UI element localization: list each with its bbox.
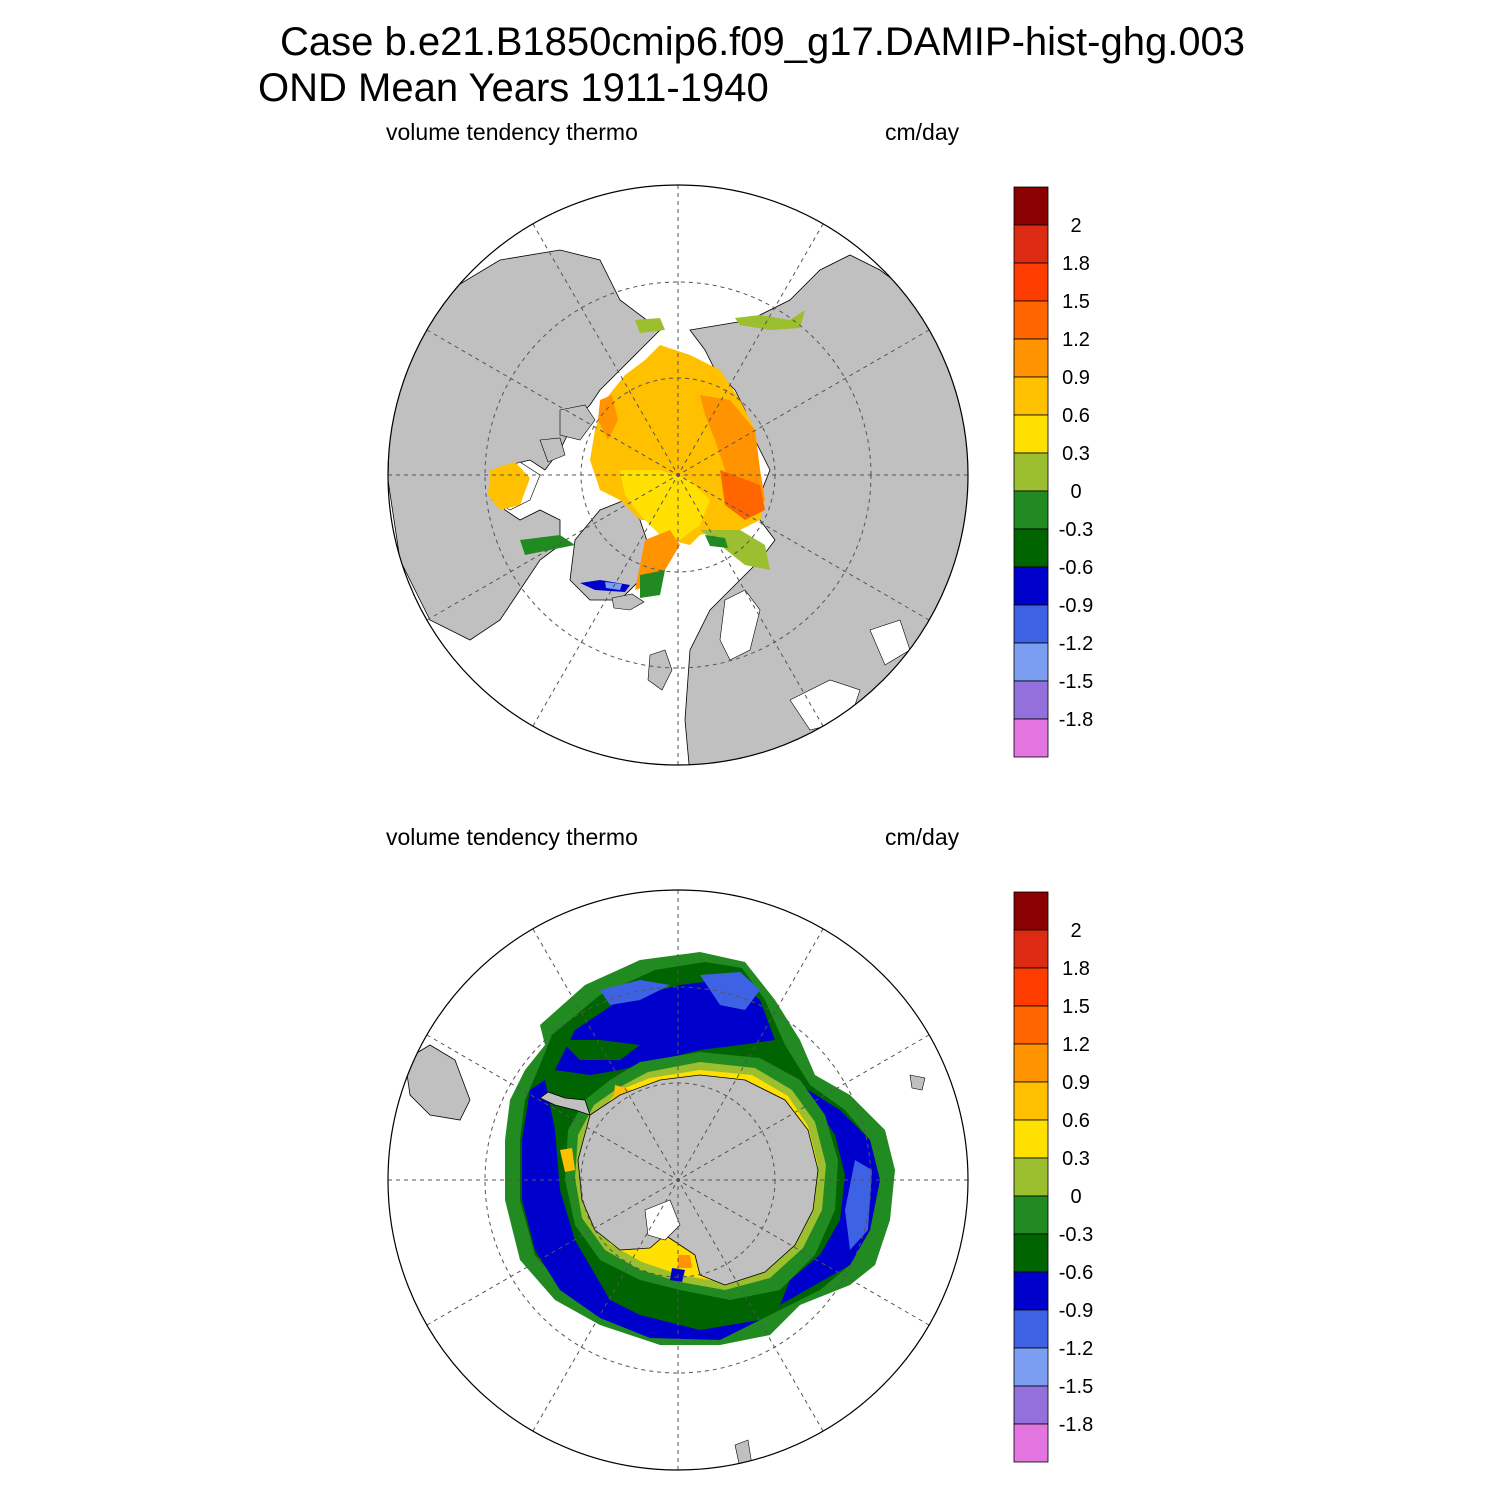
top-colorbar-swatch-12 [1013,642,1049,682]
top-panel-units-label: cm/day [885,119,960,145]
bottom-colorbar-swatch-0 [1013,891,1049,931]
top-colorbar-swatch-8 [1013,490,1049,530]
top-colorbar-tick-label: -0.3 [1059,519,1093,541]
arctic-graticule [388,185,968,765]
bottom-colorbar-tick-label: 1.2 [1062,1034,1090,1056]
top-colorbar-swatch-4 [1013,338,1049,378]
top-colorbar-tick-label: 0.3 [1062,443,1090,465]
bottom-colorbar-swatch-2 [1013,967,1049,1007]
bottom-colorbar-tick-label: 0 [1070,1186,1081,1208]
bottom-panel-units-label: cm/day [885,824,960,850]
bottom-panel-variable-label: volume tendency thermo [386,824,638,850]
antarctic-map [387,889,969,1471]
top-colorbar-swatch-7 [1013,452,1049,492]
top-colorbar-tick-label: 1.5 [1062,291,1090,313]
top-colorbar: 2 1.8 1.5 1.2 0.9 0.6 0.3 0 -0.3 -0.6 -0.9 -1.2 -1.5… [1013,186,1093,758]
bottom-colorbar-tick-label: 2 [1070,920,1081,942]
bottom-colorbar-tick-label: -0.3 [1059,1224,1093,1246]
arctic-map [387,184,969,766]
bottom-colorbar-tick-label: 0.3 [1062,1148,1090,1170]
bottom-colorbar-tick-label: -1.5 [1059,1376,1093,1398]
bottom-colorbar-swatch-10 [1013,1271,1049,1311]
figure-title-line2: OND Mean Years 1911-1940 [258,66,769,110]
top-colorbar-swatch-0 [1013,186,1049,226]
top-colorbar-swatch-10 [1013,566,1049,606]
bottom-colorbar-tick-label: 1.5 [1062,996,1090,1018]
top-colorbar-tick-label: 0.9 [1062,367,1090,389]
top-colorbar-tick-label: 2 [1070,215,1081,237]
bottom-colorbar-tick-label: -0.6 [1059,1262,1093,1284]
top-colorbar-swatch-3 [1013,300,1049,340]
bottom-colorbar-swatch-1 [1013,929,1049,969]
top-colorbar-tick-label: 0.6 [1062,405,1090,427]
bottom-colorbar-swatch-8 [1013,1195,1049,1235]
bottom-colorbar-swatch-11 [1013,1309,1049,1349]
top-colorbar-tick-label: 1.2 [1062,329,1090,351]
bottom-colorbar: 2 1.8 1.5 1.2 0.9 0.6 0.3 0 -0.3 -0.6 -0.9 -1.2 -1.5… [1013,891,1093,1463]
bottom-colorbar-swatch-12 [1013,1347,1049,1387]
bottom-colorbar-swatch-3 [1013,1005,1049,1045]
top-colorbar-tick-label: -1.5 [1059,671,1093,693]
figure-title-line1: Case b.e21.B1850cmip6.f09_g17.DAMIP-hist… [280,20,1246,64]
top-colorbar-tick-label: 0 [1070,481,1081,503]
bottom-colorbar-tick-label: -1.2 [1059,1338,1093,1360]
antarctic-graticule [388,890,968,1470]
bottom-colorbar-swatch-13 [1013,1385,1049,1425]
top-colorbar-tick-label: -1.8 [1059,709,1093,731]
top-colorbar-swatch-13 [1013,680,1049,720]
bottom-colorbar-tick-label: -1.8 [1059,1414,1093,1436]
bottom-colorbar-swatch-9 [1013,1233,1049,1273]
top-colorbar-swatch-5 [1013,376,1049,416]
bottom-colorbar-swatch-14 [1013,1423,1049,1463]
top-colorbar-swatch-2 [1013,262,1049,302]
bottom-colorbar-swatch-7 [1013,1157,1049,1197]
top-colorbar-swatch-11 [1013,604,1049,644]
bottom-colorbar-tick-label: 0.9 [1062,1072,1090,1094]
top-colorbar-tick-label: -1.2 [1059,633,1093,655]
top-colorbar-tick-label: -0.6 [1059,557,1093,579]
bottom-colorbar-swatch-6 [1013,1119,1049,1159]
bottom-colorbar-swatch-5 [1013,1081,1049,1121]
top-colorbar-tick-label: 1.8 [1062,253,1090,275]
bottom-colorbar-tick-label: 1.8 [1062,958,1090,980]
bottom-colorbar-tick-label: 0.6 [1062,1110,1090,1132]
top-panel-variable-label: volume tendency thermo [386,119,638,145]
top-colorbar-swatch-6 [1013,414,1049,454]
top-colorbar-swatch-1 [1013,224,1049,264]
top-colorbar-swatch-9 [1013,528,1049,568]
bottom-colorbar-swatch-4 [1013,1043,1049,1083]
top-colorbar-swatch-14 [1013,718,1049,758]
top-colorbar-tick-label: -0.9 [1059,595,1093,617]
bottom-colorbar-tick-label: -0.9 [1059,1300,1093,1322]
antarctic-land [404,1044,926,1469]
